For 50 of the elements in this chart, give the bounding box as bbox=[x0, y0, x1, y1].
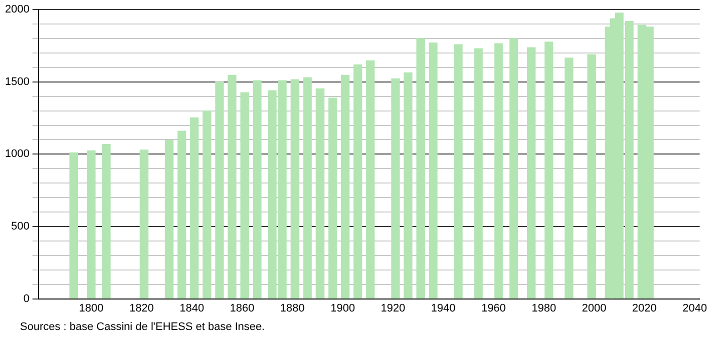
y-tick-label: 1500 bbox=[4, 76, 30, 88]
bar bbox=[416, 38, 425, 299]
bar bbox=[404, 72, 412, 299]
y-tick-label: 1000 bbox=[4, 148, 30, 160]
x-tick-label: 1880 bbox=[280, 302, 305, 314]
bar bbox=[340, 74, 350, 299]
bar bbox=[587, 54, 596, 299]
x-tick-label: 1820 bbox=[129, 302, 154, 314]
bar bbox=[164, 140, 174, 299]
bar bbox=[454, 44, 463, 299]
bar bbox=[391, 78, 400, 299]
bar bbox=[303, 77, 312, 299]
bar bbox=[316, 88, 324, 299]
x-tick-label: 1960 bbox=[481, 302, 506, 314]
bar bbox=[474, 48, 483, 299]
bar bbox=[190, 117, 199, 299]
x-tick-label: 1900 bbox=[330, 302, 355, 314]
y-tick-label: 2000 bbox=[4, 4, 30, 16]
y-tick-label: 500 bbox=[11, 220, 30, 233]
x-tick-label: 1980 bbox=[532, 302, 556, 314]
bar bbox=[86, 150, 96, 299]
x-tick-label: 1920 bbox=[380, 302, 406, 314]
x-tick-label: 2040 bbox=[682, 302, 707, 314]
bar bbox=[494, 43, 503, 299]
bar bbox=[102, 144, 111, 299]
x-tick-label: 1800 bbox=[79, 302, 104, 314]
x-tick-label: 2000 bbox=[582, 302, 606, 314]
bar bbox=[428, 42, 438, 299]
bar bbox=[509, 38, 518, 299]
bar bbox=[240, 92, 249, 299]
x-tick-label: 2020 bbox=[632, 302, 657, 314]
bar bbox=[140, 150, 148, 299]
bar bbox=[177, 130, 186, 299]
bar bbox=[202, 110, 212, 299]
bar bbox=[252, 80, 262, 299]
bar bbox=[290, 79, 300, 299]
x-tick-label: 1840 bbox=[180, 302, 204, 314]
bar bbox=[228, 74, 236, 299]
bar bbox=[353, 64, 362, 299]
bar bbox=[366, 60, 375, 299]
bar bbox=[544, 42, 554, 299]
y-tick-label: 0 bbox=[23, 292, 30, 305]
bar bbox=[526, 47, 536, 299]
bar bbox=[69, 152, 78, 299]
x-tick-label: 1940 bbox=[431, 302, 456, 314]
bar bbox=[215, 82, 224, 299]
x-tick-label: 1860 bbox=[230, 302, 254, 314]
bar bbox=[564, 58, 574, 299]
source-note: Sources : base Cassini de l'EHESS et base Insee. bbox=[20, 321, 265, 334]
bar bbox=[328, 98, 337, 299]
